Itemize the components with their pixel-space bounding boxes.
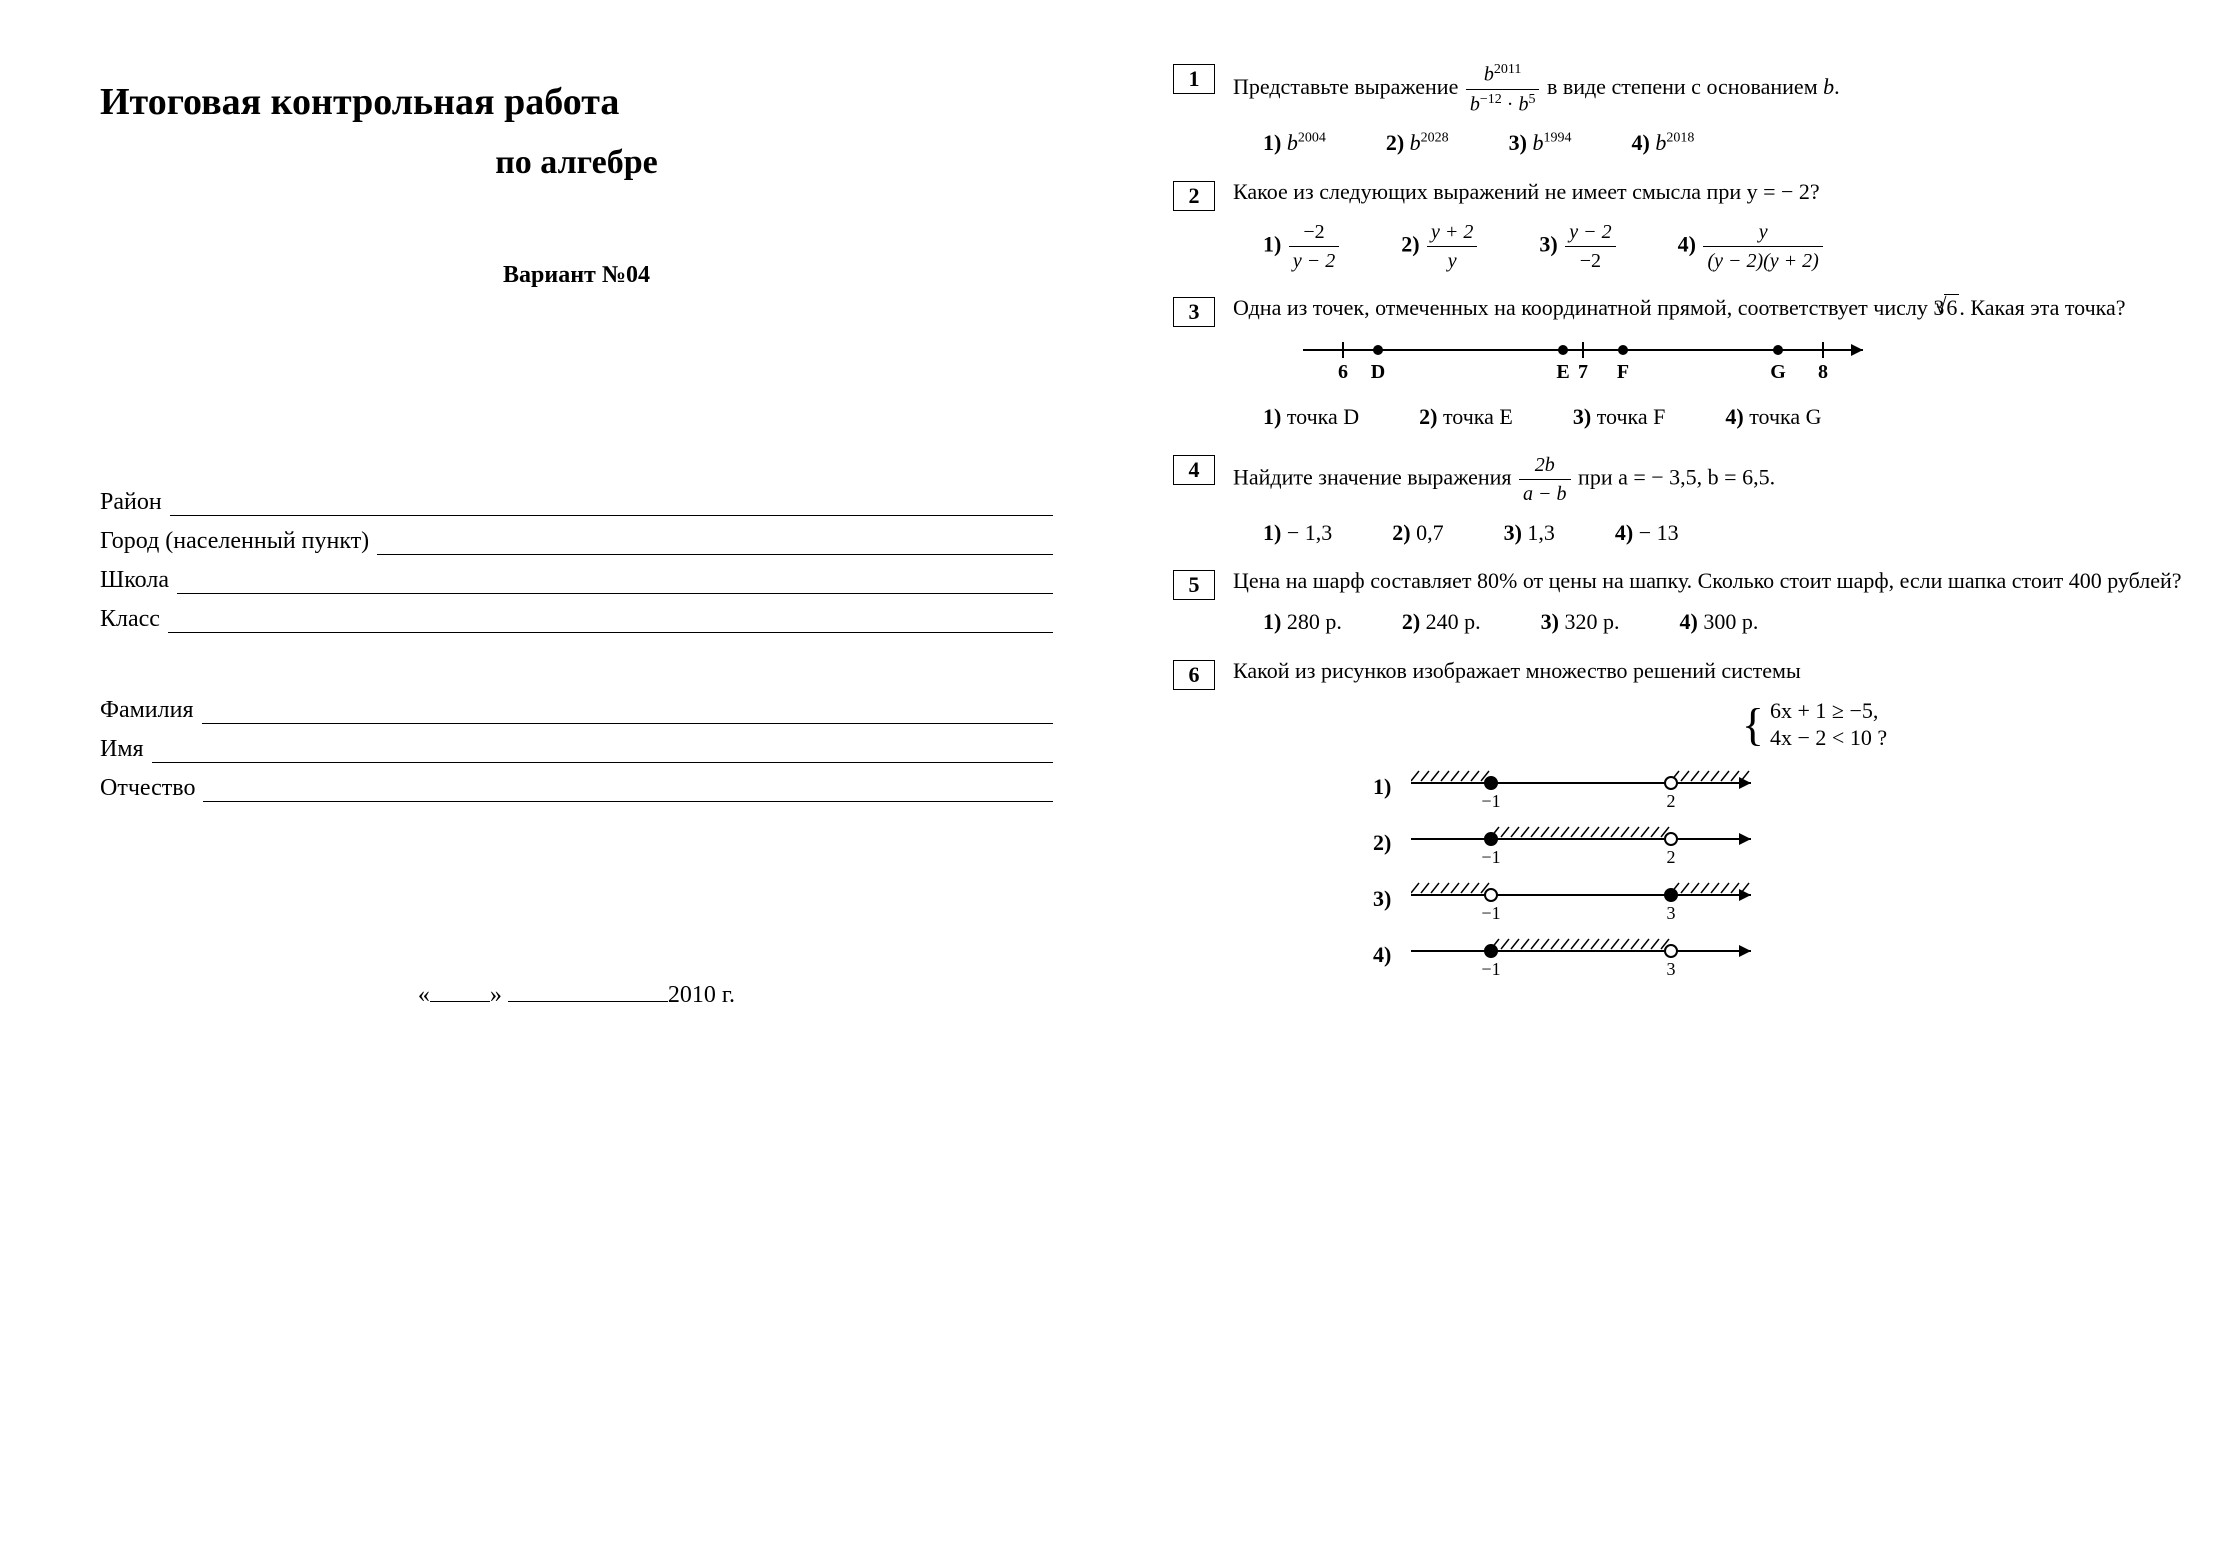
equation-system: { 6x + 1 ≥ −5, 4x − 2 < 10 ? [1433,693,2196,757]
svg-text:−1: −1 [1481,959,1500,979]
problem-5: 5 Цена на шарф составляет 80% от цены на… [1173,566,2196,638]
svg-text:−1: −1 [1481,847,1500,867]
answer-options: 1) b2004 2) b2028 3) b1994 4) b2018 [1263,128,2196,159]
interval-options: 1)−122)−123)−134)−13 [1233,763,2196,979]
problem-body: Цена на шарф составляет 80% от цены на ш… [1233,566,2196,638]
problem-1: 1 Представьте выражение b2011 b−12 · b5 … [1173,60,2196,159]
fraction: b2011 b−12 · b5 [1466,60,1540,118]
svg-text:2: 2 [1667,791,1676,811]
svg-text:2: 2 [1667,847,1676,867]
problem-3: 3 Одна из точек, отмеченных на координат… [1173,293,2196,433]
blank-line [170,493,1053,516]
problem-number: 6 [1173,660,1215,690]
svg-text:6: 6 [1338,361,1348,383]
problem-2: 2 Какое из следующих выражений не имеет … [1173,177,2196,275]
field-surname: Фамилия [100,697,1053,724]
interval-option: 4)−13 [1373,931,2196,979]
interval-option: 2)−12 [1373,819,2196,867]
svg-text:3: 3 [1667,903,1676,923]
answer-options: 1) − 1,3 2) 0,7 3) 1,3 4) − 13 [1263,518,2196,549]
problems-page: 1 Представьте выражение b2011 b−12 · b5 … [1113,0,2226,1551]
blank-line [202,701,1053,724]
svg-text:E: E [1556,361,1569,383]
field-city: Город (населенный пункт) [100,528,1053,555]
blank-line [377,532,1053,555]
answer-options: 1) 280 р. 2) 240 р. 3) 320 р. 4) 300 р. [1263,607,2196,638]
svg-text:D: D [1371,361,1385,383]
problem-body: Какое из следующих выражений не имеет см… [1233,177,2196,275]
problem-4: 4 Найдите значение выражения 2ba − b при… [1173,451,2196,549]
problem-body: Представьте выражение b2011 b−12 · b5 в … [1233,60,2196,159]
answer-options: 1) −2y − 2 2) y + 2y 3) y − 2−2 4) y(y −… [1263,218,2196,275]
field-school: Школа [100,567,1053,594]
blank-line [168,610,1053,633]
svg-text:−1: −1 [1481,903,1500,923]
field-district: Район [100,489,1053,516]
svg-text:G: G [1770,361,1786,383]
problem-number: 5 [1173,570,1215,600]
field-name: Имя [100,736,1053,763]
svg-text:8: 8 [1818,361,1828,383]
variant-label: Вариант №04 [100,262,1053,289]
problem-body: Одна из точек, отмеченных на координатно… [1233,293,2196,433]
blank-line [177,571,1053,594]
title-line-1: Итоговая контрольная работа [100,80,1053,124]
problem-number: 1 [1173,64,1215,94]
field-class: Класс [100,606,1053,633]
cover-page: Итоговая контрольная работа по алгебре В… [0,0,1113,1551]
svg-text:3: 3 [1667,959,1676,979]
problem-number: 3 [1173,297,1215,327]
blank-line [152,740,1053,763]
title-line-2: по алгебре [100,144,1053,182]
problem-6: 6 Какой из рисунков изображает множество… [1173,656,2196,987]
date-line: «» 2010 г. [100,982,1053,1009]
interval-option: 3)−13 [1373,875,2196,923]
svg-text:F: F [1617,361,1629,383]
number-line: 6 7 8 D E F G [1303,332,1883,392]
svg-text:−1: −1 [1481,791,1500,811]
problem-number: 4 [1173,455,1215,485]
blank-line [203,779,1053,802]
svg-text:7: 7 [1578,361,1588,383]
problem-number: 2 [1173,181,1215,211]
field-patronymic: Отчество [100,775,1053,802]
problem-body: Какой из рисунков изображает множество р… [1233,656,2196,987]
answer-options: 1) точка D 2) точка E 3) точка F 4) точк… [1263,402,2196,433]
problem-body: Найдите значение выражения 2ba − b при a… [1233,451,2196,549]
interval-option: 1)−12 [1373,763,2196,811]
